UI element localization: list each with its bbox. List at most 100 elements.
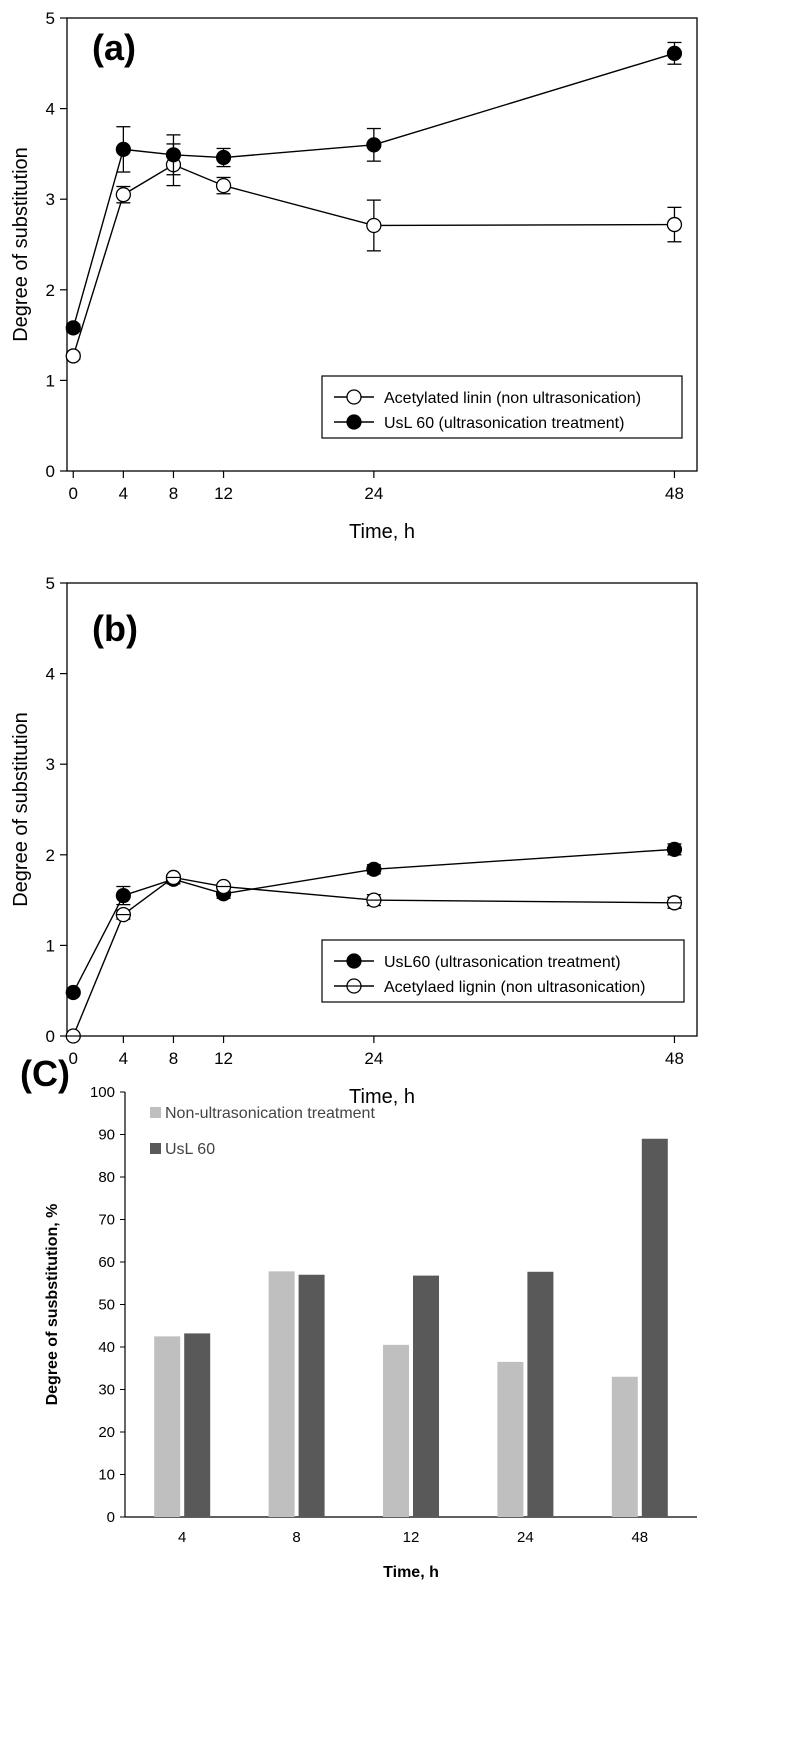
series-1 [65, 143, 683, 364]
bar [268, 1271, 295, 1517]
legend-swatch [150, 1107, 161, 1118]
x-tick-label: 8 [169, 484, 178, 503]
series-2 [65, 869, 683, 1044]
y-tick-label: 60 [98, 1254, 115, 1271]
y-tick-label: 5 [46, 574, 55, 593]
data-point [366, 137, 382, 153]
y-tick-label: 1 [46, 371, 55, 390]
legend-label: Acetylated linin (non ultrasonication) [384, 390, 641, 407]
data-point [666, 45, 683, 61]
legend-box [321, 939, 685, 1003]
legend-box [321, 375, 683, 439]
series-line [72, 52, 675, 329]
data-point [366, 217, 382, 234]
y-tick-label: 0 [46, 1027, 55, 1046]
y-tick-label: 4 [46, 100, 55, 119]
bar [184, 1333, 211, 1517]
legend: Acetylated linin (non ultrasonication) Us… [321, 375, 683, 439]
legend: Non-ultrasonication treatment UsL 60 [150, 1105, 375, 1158]
bar [413, 1275, 439, 1517]
panel-label: (b) [92, 608, 138, 649]
series-2 [65, 41, 683, 336]
legend-item: Acetylated linin (non ultrasonication) [334, 389, 641, 407]
legend-item: UsL 60 (ultrasonication treatment) [334, 414, 624, 432]
data-point [346, 389, 362, 405]
y-tick-label: 0 [46, 462, 55, 481]
y-axis-label: Degree of substitution [10, 712, 32, 907]
data-point [346, 414, 362, 430]
x-tick-label: 12 [214, 484, 233, 503]
x-tick-label: 12 [214, 1049, 233, 1068]
x-tick-label: 0 [69, 484, 78, 503]
x-axis-label: Time, h [349, 521, 415, 543]
x-axis-label: Time, h [383, 1564, 439, 1581]
bar [611, 1376, 638, 1517]
x-tick-label: 48 [665, 1049, 684, 1068]
y-tick-label: 4 [46, 665, 55, 684]
y-axis-label: Degree of substitution [10, 147, 32, 342]
x-tick-label: 24 [517, 1529, 534, 1546]
y-tick-label: 1 [46, 936, 55, 955]
x-tick-label: 0 [69, 1049, 78, 1068]
x-tick-label: 24 [364, 484, 383, 503]
data-point [65, 320, 81, 336]
x-tick-label: 4 [119, 484, 128, 503]
bar [527, 1271, 554, 1517]
y-tick-label: 0 [107, 1509, 115, 1526]
data-point [666, 841, 683, 857]
legend-label: Non-ultrasonication treatment [165, 1105, 375, 1122]
panel-label: (C) [20, 1053, 70, 1094]
x-tick-label: 12 [403, 1529, 420, 1546]
panel-label: (a) [92, 27, 136, 68]
y-tick-label: 90 [98, 1127, 115, 1144]
bar [298, 1274, 325, 1517]
plot-frame [66, 582, 698, 1037]
legend-label: UsL 60 (ultrasonication treatment) [384, 415, 624, 432]
y-tick-label: 80 [98, 1169, 115, 1186]
y-tick-label: 2 [46, 846, 55, 865]
y-tick-label: 20 [98, 1424, 115, 1441]
data-point [65, 984, 81, 1001]
y-tick-label: 5 [46, 9, 55, 28]
legend-label: UsL 60 [165, 1141, 215, 1158]
y-tick-label: 70 [98, 1212, 115, 1229]
data-point [165, 147, 182, 163]
x-tick-label: 48 [665, 484, 684, 503]
y-tick-label: 30 [98, 1382, 115, 1399]
legend-item: Non-ultrasonication treatment [150, 1105, 375, 1122]
bar [641, 1138, 668, 1517]
series-line [72, 876, 675, 1037]
data-point [346, 953, 362, 969]
legend-label: Acetylaed lignin (non ultrasonication) [384, 979, 645, 996]
x-tick-label: 8 [292, 1529, 300, 1546]
series-line [72, 848, 675, 993]
plot-frame [66, 17, 698, 472]
data-point [115, 887, 131, 904]
legend-item: UsL 60 [150, 1141, 215, 1158]
x-tick-label: 24 [364, 1049, 383, 1068]
legend-swatch [150, 1143, 161, 1154]
data-point [115, 141, 131, 157]
legend-label: UsL60 (ultrasonication treatment) [384, 954, 621, 971]
y-tick-label: 2 [46, 281, 55, 300]
bar [497, 1361, 524, 1517]
y-axis-label: Degree of susbstitution, % [44, 1204, 61, 1406]
legend: UsL60 (ultrasonication treatment) Acetyla… [321, 939, 685, 1003]
data-point [115, 187, 132, 203]
y-tick-label: 40 [98, 1339, 115, 1356]
y-tick-label: 3 [46, 755, 55, 774]
y-tick-label: 10 [98, 1467, 115, 1484]
bar [154, 1336, 181, 1517]
series-line [72, 163, 675, 357]
legend-item: UsL60 (ultrasonication treatment) [334, 953, 621, 971]
x-tick-label: 4 [119, 1049, 128, 1068]
data-point [65, 348, 81, 364]
y-tick-label: 100 [90, 1084, 115, 1101]
data-point [215, 177, 232, 194]
bar [383, 1344, 409, 1517]
data-point [366, 861, 382, 877]
data-point [666, 216, 683, 233]
